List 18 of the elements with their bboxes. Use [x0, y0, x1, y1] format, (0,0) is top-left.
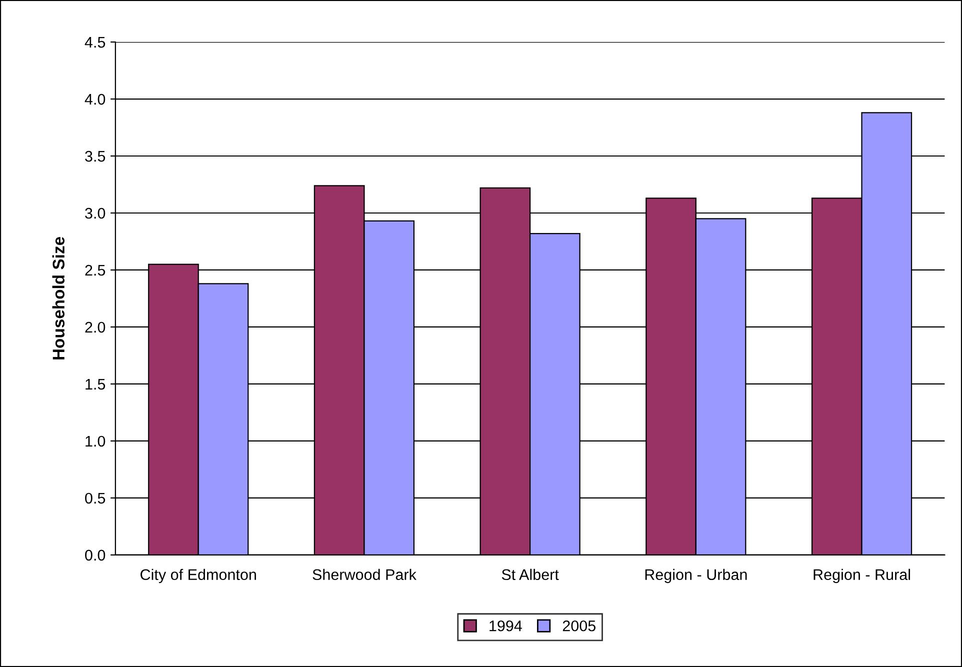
y-tick-label: 0.5 [85, 492, 106, 504]
x-tick-label: Region - Urban [645, 568, 747, 584]
x-tick-label: Sherwood Park [312, 568, 416, 580]
y-tick-label: 0.0 [85, 550, 106, 561]
x-tick-label: St Albert [502, 568, 559, 580]
legend-label: 1994 [490, 620, 522, 632]
y-tick-label: 3.0 [85, 208, 106, 219]
x-tick-label: Region - Rural [814, 568, 910, 584]
y-tick-label: 4.0 [84, 94, 106, 105]
y-tick-label: 1.0 [86, 436, 106, 447]
y-tick-label: 1.5 [86, 378, 106, 390]
y-axis-title: Household Size [52, 237, 65, 360]
y-tick-label: 3.5 [85, 150, 106, 162]
y-tick-label: 2.0 [85, 322, 106, 333]
x-tick-label: City of Edmonton [140, 568, 256, 584]
y-tick-label: 2.5 [85, 264, 106, 276]
legend-label: 2005 [562, 620, 596, 632]
y-tick-label: 4.5 [84, 37, 106, 48]
